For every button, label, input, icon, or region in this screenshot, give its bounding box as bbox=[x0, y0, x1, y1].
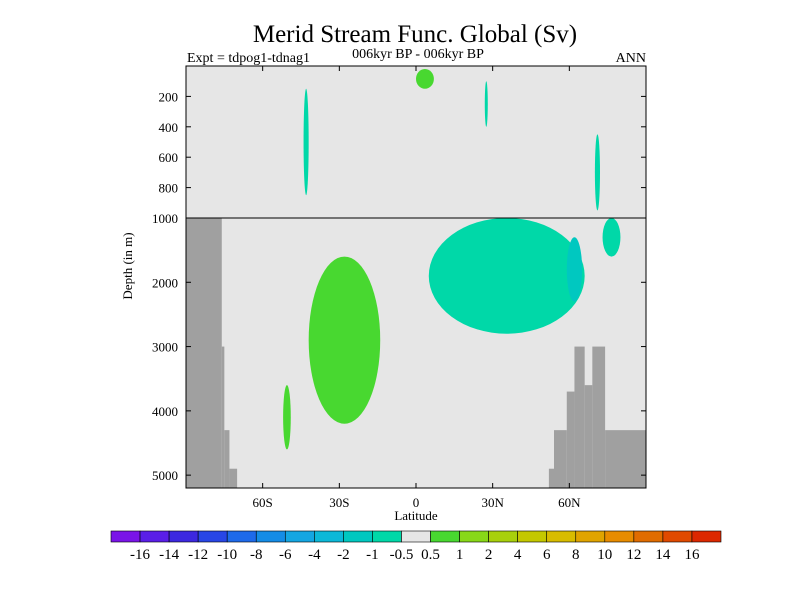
colorbar-swatch bbox=[575, 530, 606, 543]
x-axis-label: Latitude bbox=[394, 508, 438, 523]
upper-ytick-label: 600 bbox=[159, 150, 179, 165]
contour-region-9 bbox=[283, 385, 291, 450]
colorbar-label: 16 bbox=[684, 547, 700, 563]
colorbar-swatch bbox=[110, 530, 141, 543]
experiment-label: Expt = tdpog1-tdnag1 bbox=[187, 51, 310, 66]
colorbar-swatch bbox=[633, 530, 664, 543]
axes: 200 400 600 800 1000 2000 3000 4000 5000 60S 30S 0 3… bbox=[152, 65, 647, 510]
colorbar-label: -4 bbox=[308, 547, 321, 563]
xtick-label: 30S bbox=[329, 495, 349, 510]
xtick-label: 0 bbox=[413, 495, 420, 510]
y-axis-label: Depth (in m) bbox=[120, 232, 135, 299]
colorbar-label: 10 bbox=[597, 547, 612, 563]
upper-ytick-label: 200 bbox=[159, 89, 179, 104]
land-mask-north-6 bbox=[592, 346, 606, 488]
contour-region-3 bbox=[594, 134, 600, 211]
colorbar-swatch bbox=[517, 530, 548, 543]
contour-region-4 bbox=[428, 218, 585, 334]
colorbar-swatch bbox=[691, 530, 722, 543]
colorbar-label: 0.5 bbox=[421, 547, 440, 563]
land-mask-north-7 bbox=[605, 430, 646, 488]
contour-region-6 bbox=[566, 237, 583, 302]
period-label: 006kyr BP - 006kyr BP bbox=[352, 47, 484, 62]
colorbar-label: -12 bbox=[188, 547, 208, 563]
colorbar-label: 14 bbox=[655, 547, 671, 563]
colorbar-label: 2 bbox=[485, 547, 493, 563]
land-mask-north-1 bbox=[548, 468, 554, 488]
colorbar-swatch bbox=[488, 530, 518, 543]
xtick-label: 60S bbox=[253, 495, 273, 510]
colorbar-swatch bbox=[226, 530, 257, 543]
colorbar-swatch bbox=[372, 530, 402, 543]
colorbar-label: -16 bbox=[130, 547, 150, 563]
contour-region-1 bbox=[303, 88, 309, 196]
upper-ytick-label: 800 bbox=[159, 181, 179, 196]
land-mask-north-4 bbox=[574, 346, 585, 488]
land-mask-south-2 bbox=[221, 346, 225, 488]
land-mask-north-2 bbox=[554, 430, 567, 488]
colorbar-label: -6 bbox=[279, 547, 292, 563]
xtick-label: 30N bbox=[481, 495, 504, 510]
contour-region-7 bbox=[416, 69, 434, 89]
season-label: ANN bbox=[616, 51, 646, 66]
colorbar-label: -1 bbox=[366, 547, 379, 563]
land-mask-south-3 bbox=[224, 430, 230, 488]
colorbar-swatch bbox=[139, 530, 170, 543]
colorbar-swatch bbox=[343, 530, 373, 543]
colorbar-swatch bbox=[604, 530, 635, 543]
colorbar-swatch bbox=[430, 530, 460, 543]
upper-panel-background bbox=[186, 66, 646, 218]
land-mask-north-3 bbox=[566, 391, 575, 488]
colorbar-label: -0.5 bbox=[390, 547, 414, 563]
colorbar-swatch bbox=[284, 530, 315, 543]
colorbar-swatch bbox=[546, 530, 577, 543]
colorbar: -16 -14 -12 -10 -8 -6 -4 -2 -1 -0.5 0.5 1 2 4 6 8 10 12 14… bbox=[110, 530, 722, 563]
xtick-label: 60N bbox=[558, 495, 581, 510]
lower-panel bbox=[186, 218, 646, 488]
upper-panel bbox=[186, 66, 646, 218]
colorbar-label: 6 bbox=[543, 547, 551, 563]
lower-ytick-label: 2000 bbox=[152, 275, 178, 290]
colorbar-swatch bbox=[662, 530, 693, 543]
colorbar-label: -14 bbox=[159, 547, 179, 563]
chart-title: Merid Stream Func. Global (Sv) bbox=[253, 21, 577, 48]
upper-ytick-label: 400 bbox=[159, 120, 179, 135]
colorbar-swatch bbox=[168, 530, 199, 543]
lower-ytick-label: 3000 bbox=[152, 340, 178, 355]
lower-ytick-label: 4000 bbox=[152, 404, 178, 419]
colorbar-swatch bbox=[459, 530, 489, 543]
contour-region-2 bbox=[484, 81, 488, 127]
land-mask-north-5 bbox=[584, 385, 593, 488]
contour-region-5 bbox=[602, 218, 621, 257]
contour-region-8 bbox=[308, 256, 381, 424]
colorbar-swatch bbox=[314, 530, 344, 543]
land-mask-south-1 bbox=[186, 218, 222, 488]
lower-ytick-label: 5000 bbox=[152, 468, 178, 483]
colorbar-swatch bbox=[401, 530, 431, 543]
land-mask-south-4 bbox=[229, 468, 238, 488]
colorbar-swatch bbox=[197, 530, 228, 543]
colorbar-label: -8 bbox=[250, 547, 263, 563]
colorbar-swatch bbox=[255, 530, 286, 543]
colorbar-label: -2 bbox=[337, 547, 350, 563]
upper-ytick-label: 1000 bbox=[152, 211, 178, 226]
colorbar-label: -10 bbox=[217, 547, 237, 563]
colorbar-label: 8 bbox=[572, 547, 580, 563]
colorbar-label: 4 bbox=[514, 547, 522, 563]
colorbar-label: 12 bbox=[626, 547, 641, 563]
colorbar-label: 1 bbox=[456, 547, 464, 563]
